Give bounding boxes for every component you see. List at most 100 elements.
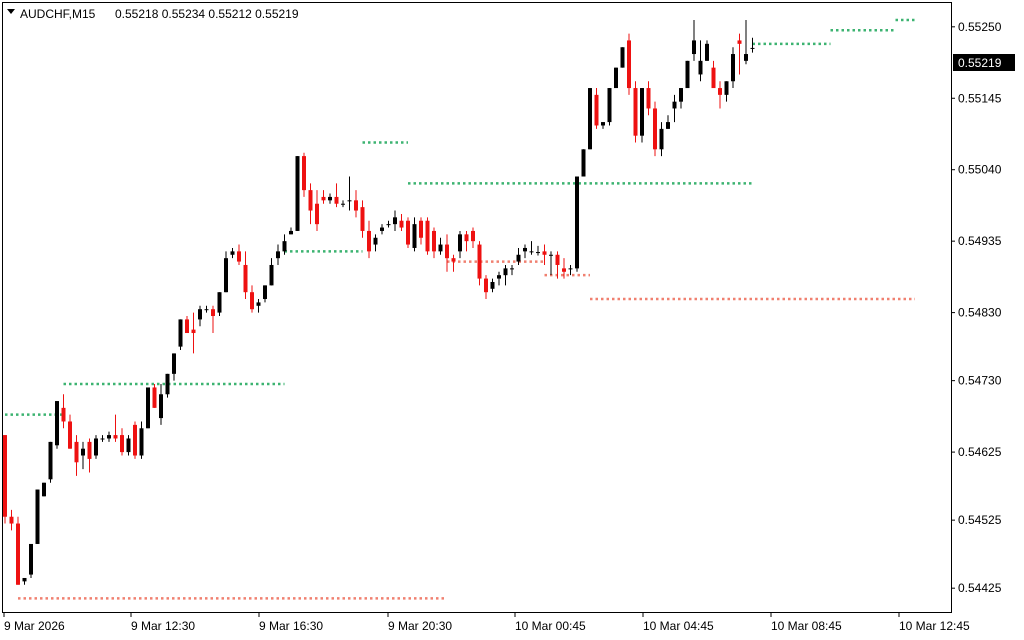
candle — [367, 220, 371, 259]
candle — [282, 234, 287, 255]
candle — [750, 37, 755, 53]
candle-body — [685, 60, 690, 89]
candle-body — [633, 88, 638, 136]
candle — [549, 251, 553, 276]
candle — [328, 193, 332, 204]
candle — [191, 312, 196, 354]
candle-body — [653, 108, 657, 150]
candle-body — [61, 407, 66, 422]
candle-body — [302, 156, 306, 191]
candle-body — [94, 438, 98, 456]
candle — [146, 387, 150, 429]
candle-body — [315, 203, 319, 225]
candle-body — [133, 424, 137, 456]
candle — [230, 247, 235, 259]
candle — [672, 94, 677, 123]
candle-body — [393, 217, 397, 225]
candle — [523, 244, 527, 259]
candle — [731, 47, 735, 89]
candle — [159, 384, 163, 425]
candle — [354, 190, 358, 218]
candle — [321, 190, 326, 204]
candle-body — [29, 543, 33, 575]
candle-body — [172, 353, 176, 374]
candle — [120, 428, 124, 456]
candle-body — [367, 230, 371, 252]
candle — [289, 227, 293, 235]
y-tick-label: 0.54935 — [958, 234, 1002, 248]
candle-body — [607, 88, 612, 123]
candle — [126, 435, 131, 456]
y-tick-label: 0.55250 — [958, 20, 1002, 34]
candle — [601, 122, 605, 129]
candle — [536, 245, 540, 256]
price-axis[interactable]: 0.55250 0.55145 0.55040 0.54935 0.54830 0.547… — [951, 20, 1002, 595]
candle-body — [659, 128, 664, 150]
candle — [29, 543, 33, 578]
candle — [594, 88, 599, 129]
candle — [588, 88, 592, 150]
candle-body — [536, 252, 540, 254]
candle-body — [211, 309, 215, 317]
candle-body — [243, 264, 248, 293]
candle — [217, 292, 222, 317]
candle — [35, 489, 40, 544]
candle — [432, 227, 436, 259]
dropdown-triangle-icon[interactable] — [7, 9, 15, 14]
candle — [464, 230, 469, 252]
candle-body — [354, 200, 358, 211]
candle — [373, 234, 378, 252]
candle — [347, 176, 352, 211]
candle — [510, 264, 514, 276]
candle-body — [425, 220, 430, 252]
candle — [646, 81, 651, 116]
candle-body — [490, 281, 495, 289]
candle-body — [445, 244, 449, 259]
candle-body — [198, 309, 202, 320]
candle — [341, 200, 345, 208]
candle-body — [237, 251, 241, 262]
candle-body — [295, 156, 300, 231]
candle — [458, 230, 462, 259]
candle-body — [263, 285, 267, 299]
candle-body — [516, 254, 521, 262]
current-price-text: 0.55219 — [958, 56, 1002, 70]
candle — [666, 115, 670, 129]
candle — [490, 278, 495, 293]
current-price-bg — [953, 54, 1015, 71]
candle-body — [178, 319, 183, 347]
candle-body — [42, 482, 46, 497]
y-tick-label: 0.55040 — [958, 163, 1002, 177]
x-tick-label: 10 Mar 08:45 — [771, 619, 842, 633]
candle-body — [16, 523, 20, 585]
y-tick-label: 0.54525 — [958, 513, 1002, 527]
candle — [640, 88, 644, 143]
candle — [614, 67, 618, 89]
candle-body — [497, 275, 501, 279]
candle-body — [575, 176, 579, 269]
candle — [133, 421, 137, 459]
x-tick-label: 9 Mar 2026 — [4, 619, 65, 633]
x-tick-label: 9 Mar 20:30 — [388, 619, 452, 633]
candle-body — [555, 254, 560, 265]
candle — [620, 47, 625, 68]
candle — [718, 81, 722, 109]
candle — [61, 394, 66, 429]
candle-body — [269, 264, 274, 286]
candle-body — [399, 220, 404, 228]
candle-body — [165, 373, 170, 395]
candle-body — [464, 234, 469, 242]
ohlc-values: 0.55218 0.55234 0.55212 0.55219 — [115, 7, 299, 21]
candle-body — [510, 268, 514, 270]
candle-body — [581, 149, 586, 177]
candle — [568, 264, 573, 276]
candle-body — [139, 428, 144, 456]
candle — [152, 384, 157, 408]
time-axis[interactable]: 9 Mar 2026 9 Mar 12:30 9 Mar 16:30 9 Mar 20… — [3, 612, 970, 633]
candle — [386, 220, 391, 228]
candle-body — [113, 435, 118, 439]
candle-body — [159, 394, 163, 419]
candle — [679, 88, 683, 109]
candle-body — [217, 292, 222, 313]
